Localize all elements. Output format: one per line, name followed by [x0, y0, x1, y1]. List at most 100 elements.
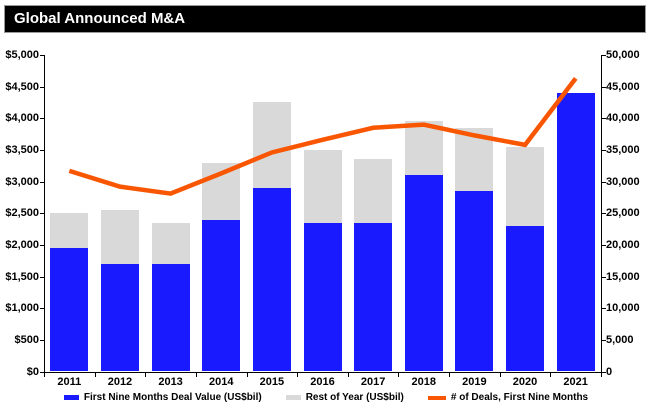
y-axis-tick-label-left: $0 — [26, 365, 39, 378]
x-axis-label-2013: 2013 — [158, 376, 183, 388]
y-axis-tick-label-left: $500 — [14, 333, 39, 346]
x-axis-tick — [297, 372, 299, 377]
bar-segment-2015 — [252, 102, 291, 188]
x-axis-label-2011: 2011 — [57, 376, 82, 388]
bar-segment-2017 — [354, 222, 393, 372]
x-axis-label-2020: 2020 — [512, 376, 538, 388]
y-axis-tick-label-left: $2,000 — [5, 238, 39, 251]
legend-item-rest-of-year: Rest of Year (US$bil) — [285, 392, 404, 403]
x-axis-label-2012: 2012 — [107, 376, 133, 388]
legend-label-first-nine-months: First Nine Months Deal Value (US$bil) — [83, 392, 262, 403]
legend-item-num-deals: # of Deals, First Nine Months — [427, 392, 589, 403]
right-axis-tick — [602, 276, 606, 278]
y-axis-tick-label-right: 35,000 — [606, 143, 640, 156]
x-axis-tick — [246, 372, 248, 377]
bar-segment-2018 — [404, 121, 443, 176]
x-axis-label-2016: 2016 — [310, 376, 335, 388]
left-axis-tick — [40, 118, 44, 120]
right-axis-tick — [602, 244, 606, 246]
blue-bar-swatch-icon — [63, 395, 79, 400]
y-axis-tick-label-right: 15,000 — [606, 270, 640, 283]
y-axis-tick-label-left: $1,000 — [5, 302, 39, 315]
legend-item-first-nine-months: First Nine Months Deal Value (US$bil) — [63, 392, 262, 403]
right-axis-tick — [602, 55, 606, 56]
x-axis-label-2021: 2021 — [563, 376, 588, 388]
bar-segment-2017 — [354, 159, 393, 223]
chart-title-bar: Global Announced M&A — [4, 5, 646, 33]
x-axis-tick — [449, 372, 451, 377]
x-axis — [44, 371, 602, 373]
legend-label-rest-of-year: Rest of Year (US$bil) — [305, 392, 404, 403]
x-axis-tick — [145, 372, 147, 377]
right-axis-tick — [602, 118, 606, 120]
y-axis-tick-label-right: 20,000 — [606, 238, 640, 251]
x-axis-label-2014: 2014 — [208, 376, 234, 388]
right-axis-tick — [602, 149, 606, 151]
left-axis-tick — [40, 308, 44, 310]
chart-title: Global Announced M&A — [14, 10, 186, 27]
x-axis-tick — [550, 372, 552, 377]
right-axis-tick — [602, 308, 606, 310]
left-axis-tick — [40, 181, 44, 183]
left-axis-tick — [40, 276, 44, 278]
x-axis-tick — [398, 372, 400, 377]
y-axis-tick-label-right: 30,000 — [606, 175, 640, 188]
bar-segment-2014 — [202, 219, 241, 372]
x-axis-label-2015: 2015 — [259, 376, 285, 388]
bar-segment-2011 — [50, 248, 89, 372]
legend-label-num-deals: # of Deals, First Nine Months — [450, 392, 589, 403]
x-axis-label-2017: 2017 — [360, 376, 386, 388]
bar-segment-2012 — [100, 263, 139, 372]
left-axis-tick — [40, 244, 44, 246]
y-axis-tick-label-left: $5,000 — [5, 49, 39, 61]
y-axis-tick-label-left: $1,500 — [5, 270, 39, 283]
x-axis-label-2018: 2018 — [411, 376, 436, 388]
right-axis-tick — [602, 86, 606, 88]
bar-segment-2013 — [151, 263, 190, 372]
x-axis-tick — [94, 372, 96, 377]
y-axis-tick-label-left: $3,000 — [5, 175, 39, 188]
legend: First Nine Months Deal Value (US$bil) Re… — [0, 392, 652, 403]
left-axis-tick — [40, 339, 44, 341]
y-axis-tick-label-left: $3,500 — [5, 143, 39, 156]
y-axis-tick-label-right: 45,000 — [606, 80, 640, 93]
y-axis-tick-label-right: 10,000 — [606, 302, 640, 315]
gray-bar-swatch-icon — [285, 395, 301, 400]
bar-segment-2018 — [404, 175, 443, 372]
bar-segment-2015 — [252, 187, 291, 372]
y-axis-tick-label-right: 50,000 — [606, 49, 640, 61]
left-axis-tick — [40, 371, 44, 373]
bar-segment-2016 — [303, 149, 342, 223]
x-axis-tick — [499, 372, 501, 377]
left-axis-tick — [40, 86, 44, 88]
bar-segment-2019 — [455, 127, 494, 192]
bar-segment-2020 — [506, 225, 545, 372]
bar-segment-2014 — [202, 162, 241, 220]
x-axis-label-2019: 2019 — [462, 376, 487, 388]
right-axis-tick — [602, 371, 606, 373]
x-axis-tick — [44, 372, 45, 377]
right-axis-tick — [602, 339, 606, 341]
left-axis-tick — [40, 213, 44, 215]
x-axis-tick — [195, 372, 197, 377]
bar-segment-2013 — [151, 222, 190, 264]
y-axis-tick-label-right: 0 — [606, 365, 613, 378]
bar-segment-2020 — [506, 146, 545, 226]
bar-segment-2019 — [455, 191, 494, 372]
y-axis-tick-label-left: $4,000 — [5, 112, 39, 125]
left-axis-tick — [40, 149, 44, 151]
y-axis-tick-label-right: 25,000 — [606, 207, 640, 220]
y-axis-tick-label-right: 40,000 — [606, 112, 640, 125]
bar-segment-2016 — [303, 222, 342, 372]
bar-segment-2021 — [556, 92, 595, 372]
right-axis-tick — [602, 213, 606, 215]
y-axis-tick-label-left: $4,500 — [5, 80, 39, 93]
y-axis-tick-label-right: 5,000 — [606, 333, 634, 346]
orange-line-swatch-icon — [427, 395, 446, 400]
x-axis-tick — [347, 372, 349, 377]
left-axis-tick — [40, 55, 44, 56]
right-axis-tick — [602, 181, 606, 183]
x-axis-tick — [601, 372, 602, 377]
